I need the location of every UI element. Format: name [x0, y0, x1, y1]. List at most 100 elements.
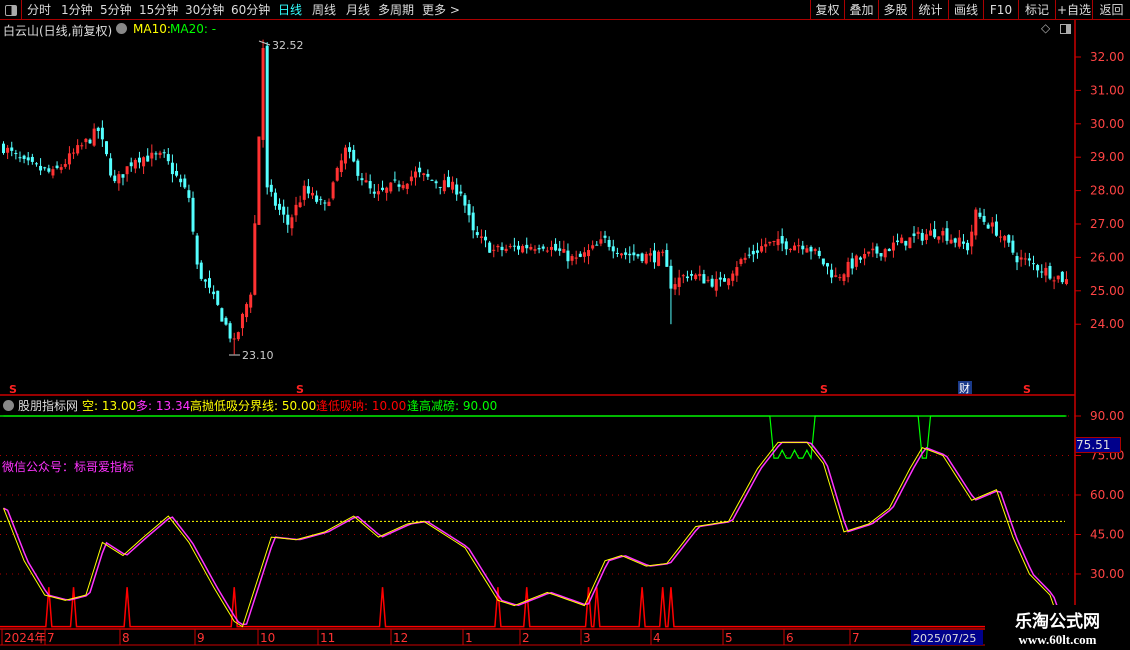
candle-body	[463, 195, 467, 206]
period-tab[interactable]: 30分钟	[185, 3, 225, 17]
candle-body	[1011, 240, 1015, 253]
period-tab[interactable]: 日线	[278, 3, 303, 17]
event-marker-s: S	[820, 383, 828, 396]
candle-body	[67, 153, 71, 165]
candle-body	[240, 313, 244, 329]
candle-body	[772, 241, 776, 243]
candle-body	[401, 185, 405, 189]
indicator-axis-label: 90.00	[1090, 409, 1124, 423]
candle-body	[257, 136, 261, 225]
candle-body	[352, 149, 356, 162]
toolbar-button[interactable]: 多股	[878, 0, 912, 20]
kong-line	[3, 441, 1067, 628]
candle-body	[430, 179, 434, 181]
candle-body	[933, 229, 937, 238]
candle-body	[2, 143, 5, 154]
candle-body	[896, 240, 900, 243]
price-axis-label: 31.00	[1090, 83, 1124, 97]
period-tab[interactable]: 周线	[312, 3, 337, 17]
candle-body	[706, 279, 710, 281]
date-label: 4	[653, 631, 661, 645]
candle-body	[904, 240, 908, 246]
toolbar-button[interactable]: 画线	[948, 0, 983, 20]
candle-body	[43, 167, 47, 169]
candle-body	[492, 249, 496, 251]
candle-body	[797, 245, 801, 247]
candle-body	[364, 180, 368, 183]
candle-body	[521, 245, 525, 253]
candle-body	[978, 212, 982, 217]
candle-body	[826, 263, 829, 267]
candle-body	[821, 258, 825, 265]
toolbar-button[interactable]: 返回	[1092, 0, 1130, 20]
candle-body	[203, 279, 207, 282]
period-tab[interactable]: 1分钟	[61, 3, 93, 17]
layout-toggle-icon[interactable]	[0, 0, 22, 20]
candle-body	[269, 184, 273, 192]
price-axis-label: 25.00	[1090, 284, 1124, 298]
period-tab[interactable]: 60分钟	[231, 3, 271, 17]
candle-body	[529, 247, 533, 250]
period-tab[interactable]: 15分钟	[139, 3, 179, 17]
candle-body	[434, 181, 438, 184]
period-tab[interactable]: 月线	[346, 3, 371, 17]
candle-body	[727, 278, 731, 286]
candle-body	[133, 159, 137, 169]
layout-icon[interactable]	[1060, 24, 1071, 34]
candle-body	[245, 304, 249, 318]
candle-body	[582, 252, 586, 257]
period-tab[interactable]: 分时	[27, 3, 52, 17]
candle-body	[801, 245, 805, 250]
toolbar-button[interactable]: +自选	[1055, 0, 1092, 20]
candle-body	[648, 253, 652, 256]
candle-body	[475, 232, 479, 236]
candle-body	[1056, 275, 1060, 280]
toolbar-button[interactable]: F10	[983, 0, 1018, 20]
candle-body	[331, 182, 335, 199]
candle-body	[496, 245, 500, 248]
candle-body	[96, 127, 100, 131]
candle-body	[867, 251, 871, 254]
candle-body	[405, 183, 409, 189]
candle-body	[566, 250, 570, 262]
candle-body	[63, 164, 67, 167]
candle-body	[1032, 263, 1035, 265]
candle-body	[273, 192, 277, 206]
candle-body	[545, 250, 549, 252]
candle-body	[957, 237, 961, 247]
candle-body	[554, 243, 558, 251]
date-label: 9	[197, 631, 205, 645]
candle-body	[747, 254, 751, 256]
candle-body	[34, 163, 38, 165]
dropdown-chevron-icon[interactable]	[116, 23, 127, 34]
toolbar-button[interactable]: 叠加	[844, 0, 878, 20]
candle-body	[121, 174, 125, 178]
date-label: 3	[583, 631, 591, 645]
date-label: 2024年	[4, 631, 47, 645]
period-tab[interactable]: 5分钟	[100, 3, 132, 17]
boundary-value: 高抛低吸分界线: 50.00	[190, 399, 317, 413]
period-tab[interactable]: 更多 >	[422, 3, 460, 17]
date-label: 6	[786, 631, 794, 645]
candle-body	[1040, 271, 1044, 273]
candle-body	[508, 246, 512, 248]
candle-body	[125, 166, 129, 175]
candle-body	[624, 252, 628, 255]
indicator-axis-label: 60.00	[1090, 488, 1124, 502]
candle-body	[459, 191, 463, 194]
date-label: 12	[393, 631, 408, 645]
ma10-label: MA10:	[133, 22, 171, 36]
indicator-chevron-icon[interactable]	[3, 400, 14, 411]
candle-body	[929, 230, 932, 236]
toolbar-button[interactable]: 标记	[1018, 0, 1055, 20]
candle-body	[389, 182, 393, 192]
period-tab[interactable]: 多周期	[378, 3, 415, 17]
toolbar-button[interactable]: 复权	[810, 0, 844, 20]
event-marker-s: S	[9, 383, 17, 396]
candle-body	[830, 269, 834, 278]
candle-body	[162, 152, 166, 154]
diamond-icon[interactable]: ◇	[1041, 21, 1051, 35]
toolbar-button[interactable]: 统计	[912, 0, 948, 20]
candle-body	[710, 278, 714, 287]
